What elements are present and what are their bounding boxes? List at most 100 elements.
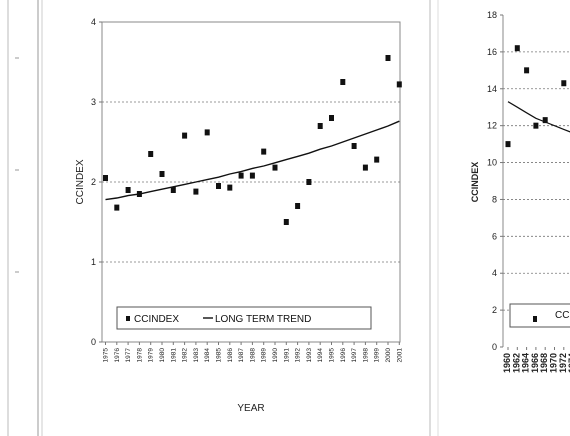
chart-2-legend-box (509, 303, 570, 328)
chart-1-legend: CCINDEX LONG TERM TREND (116, 306, 372, 330)
data-point (114, 204, 120, 211)
x-tick-label: 1985 (216, 348, 223, 363)
x-tick-label: 2000 (385, 348, 392, 363)
data-point (148, 151, 154, 157)
x-tick-label: 1975 (103, 348, 110, 363)
y-tick-label: 14 (487, 84, 497, 94)
data-point (238, 172, 244, 179)
data-point (182, 132, 188, 139)
data-point (385, 55, 391, 61)
y-tick-label: 10 (487, 158, 497, 168)
chart-2-legend: CC (509, 303, 570, 328)
y-tick-label: 0 (91, 337, 96, 347)
x-tick-label: 1992 (295, 348, 302, 363)
chart-1-legend-trend: LONG TERM TREND (215, 314, 311, 325)
chart-1-legend-box (116, 306, 372, 330)
x-tick-label: 1976 (114, 348, 121, 363)
data-point (272, 164, 278, 171)
data-point (329, 115, 334, 121)
x-tick-label: 1966 (530, 353, 540, 373)
y-tick-label: 2 (492, 305, 497, 315)
x-tick-label: 1989 (261, 348, 268, 363)
data-point (136, 191, 142, 197)
y-tick-label: 18 (487, 10, 497, 20)
y-tick-label: 3 (91, 97, 96, 107)
x-tick-label: 1974 (567, 353, 570, 373)
data-point (159, 171, 165, 177)
x-tick-label: 1987 (238, 348, 245, 363)
data-point (227, 184, 233, 191)
x-tick-label: 1983 (193, 348, 200, 363)
y-tick-label: 12 (487, 121, 497, 131)
data-point (561, 80, 567, 87)
x-tick-label: 1968 (539, 353, 549, 373)
data-point (261, 148, 267, 155)
y-tick-label: 16 (487, 47, 497, 57)
chart-1-y-ticks: 0 1 2 3 4 (91, 17, 102, 347)
x-tick-label: 1981 (170, 348, 177, 363)
data-point (396, 81, 402, 88)
chart-2-points (505, 45, 567, 148)
chart-1-legend-ccindex: CCINDEX (134, 314, 179, 325)
x-tick-label: 1991 (283, 348, 290, 363)
x-tick-label: 1982 (182, 348, 189, 363)
x-tick-label: 1995 (329, 348, 336, 363)
data-point (362, 164, 368, 171)
x-tick-label: 1972 (558, 353, 568, 373)
chart-2-legend-marker (533, 316, 537, 322)
data-point (249, 172, 255, 179)
x-tick-label: 1996 (340, 348, 347, 363)
x-tick-label: 1994 (317, 348, 324, 363)
left-ruler (7, 0, 43, 436)
x-tick-label: 1978 (136, 348, 143, 363)
data-point (351, 143, 357, 149)
x-tick-label: 1988 (249, 348, 256, 363)
x-tick-label: 1999 (374, 348, 381, 363)
chart-1-legend-marker (126, 316, 130, 321)
x-tick-label: 1979 (148, 348, 155, 363)
y-tick-label: 0 (492, 342, 497, 352)
panel-divider (429, 0, 439, 436)
data-point (542, 117, 548, 124)
y-tick-label: 4 (91, 17, 96, 27)
x-tick-label: 1986 (227, 348, 234, 363)
x-tick-label: 1997 (351, 348, 358, 363)
y-tick-label: 1 (91, 257, 96, 267)
data-point (340, 79, 346, 85)
chart-1-x-ticks: 1975 1976 1977 1978 1979 1980 1981 1982 1983 1984… (103, 342, 403, 363)
x-tick-label: 1964 (521, 353, 531, 373)
chart-2-y-axis-label: CCINDEX (470, 162, 480, 203)
chart-2-gridlines (503, 51, 570, 311)
chart-2: 0 2 4 6 8 10 12 14 16 18 1960 1962 1964 1966 1968 1970… (470, 10, 570, 373)
data-point (306, 179, 312, 185)
data-point (193, 188, 199, 195)
chart-2-trend-line (507, 101, 570, 133)
data-point (125, 187, 131, 193)
y-tick-label: 8 (492, 194, 497, 204)
data-point (216, 183, 221, 189)
data-point (505, 141, 511, 148)
x-tick-label: 1962 (511, 353, 521, 373)
chart-2-y-ticks: 0 2 4 6 8 10 12 14 16 18 (487, 10, 503, 352)
data-point (283, 219, 289, 225)
x-tick-label: 1980 (159, 348, 166, 363)
x-tick-label: 1977 (125, 348, 132, 363)
x-tick-label: 2001 (396, 348, 403, 363)
x-tick-label: 1970 (549, 353, 559, 373)
x-tick-label: 1993 (306, 348, 313, 363)
data-point (514, 45, 520, 52)
data-point (103, 175, 108, 181)
data-point (317, 123, 323, 129)
chart-1-y-axis-label: CCINDEX (75, 159, 86, 204)
chart-1-x-axis-label: YEAR (237, 403, 264, 414)
chart-2-x-ticks: 1960 1962 1964 1966 1968 1970 1972 1974 (502, 347, 570, 373)
data-point (524, 67, 530, 74)
x-tick-label: 1990 (272, 348, 279, 363)
chart-1-gridlines (102, 101, 400, 263)
x-tick-label: 1984 (204, 348, 211, 363)
data-point (170, 187, 176, 193)
data-point (533, 122, 539, 129)
